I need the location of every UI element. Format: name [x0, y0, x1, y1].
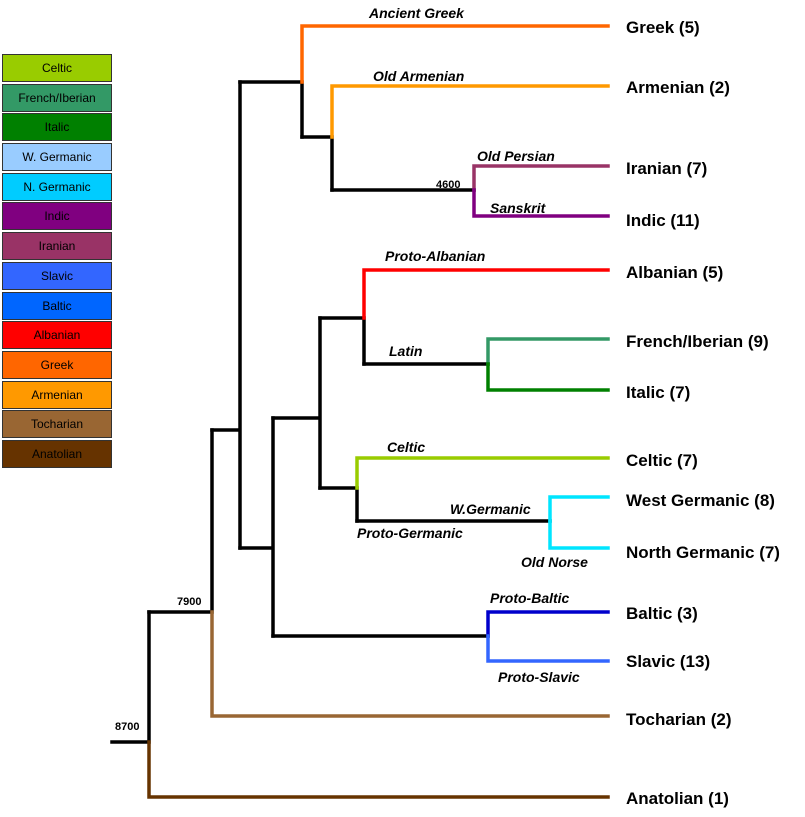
lineage-iranian	[472, 164, 610, 192]
lineage-slavic	[486, 634, 610, 663]
legend-item-albanian: Albanian	[2, 321, 112, 350]
leaf-albanian: Albanian (5)	[626, 263, 723, 282]
leaf-french-iberian: French/Iberian (9)	[626, 332, 769, 351]
leaf-armenian: Armenian (2)	[626, 78, 730, 97]
label-proto-baltic: Proto-Baltic	[490, 590, 570, 606]
label-ancient-greek: Ancient Greek	[368, 5, 465, 21]
branch-greek-arm-indoiran	[238, 80, 304, 139]
lineage-tocharian	[210, 610, 610, 718]
branch-core	[210, 80, 242, 550]
lineage-wgerm	[548, 495, 610, 523]
date-8700: 8700	[115, 721, 139, 733]
branch-celt-germ	[318, 486, 359, 523]
label-proto-germanic: Proto-Germanic	[357, 525, 463, 541]
legend-item-celtic: Celtic	[2, 54, 112, 82]
legend-item-w-germanic: W. Germanic	[2, 143, 112, 172]
lineage-albanian	[362, 268, 610, 320]
branch-alb-ital-celt-germ	[271, 316, 322, 490]
leaf-slavic: Slavic (13)	[626, 652, 710, 671]
legend: Celtic French/Iberian Italic W. Germanic N. …	[2, 54, 114, 468]
legend-item-anatolian: Anatolian	[2, 439, 112, 468]
leaf-italic: Italic (7)	[626, 383, 690, 402]
label-proto-albanian: Proto-Albanian	[385, 248, 485, 264]
branch-arm-indoiran	[300, 135, 334, 192]
label-latin: Latin	[389, 343, 422, 359]
date-7900: 7900	[177, 596, 201, 608]
label-sanskrit: Sanskrit	[490, 200, 547, 216]
legend-item-tocharian: Tocharian	[2, 410, 112, 439]
branch-7900	[147, 428, 214, 614]
leaf-west-germanic: West Germanic (8)	[626, 491, 775, 510]
label-old-persian: Old Persian	[477, 148, 555, 164]
legend-item-iranian: Iranian	[2, 232, 112, 261]
branch-root	[110, 610, 151, 744]
legend-item-n-germanic: N. Germanic	[2, 172, 112, 201]
date-4600: 4600	[436, 179, 460, 191]
lineage-anatolian	[147, 740, 610, 799]
lineage-indic	[472, 188, 610, 218]
lineage-celtic	[355, 456, 610, 490]
lineage-ngerm	[548, 519, 610, 550]
legend-item-italic: Italic	[2, 113, 112, 142]
branch-western	[238, 416, 275, 638]
leaf-baltic: Baltic (3)	[626, 604, 698, 623]
lineage-armenian	[330, 84, 610, 139]
legend-item-indic: Indic	[2, 202, 112, 231]
lineage-italic	[486, 362, 610, 392]
legend-item-slavic: Slavic	[2, 261, 112, 290]
branch-alb-italic	[318, 316, 366, 366]
label-old-armenian: Old Armenian	[373, 68, 464, 84]
legend-item-french-iberian: French/Iberian	[2, 83, 112, 112]
label-proto-slavic: Proto-Slavic	[498, 669, 580, 685]
label-old-norse: Old Norse	[521, 554, 588, 570]
lineage-greek	[300, 24, 610, 84]
leaf-indic: Indic (11)	[626, 211, 700, 230]
label-celtic-branch: Celtic	[387, 439, 425, 455]
legend-item-baltic: Baltic	[2, 291, 112, 320]
lineage-french	[486, 337, 610, 366]
leaf-north-germanic: North Germanic (7)	[626, 543, 780, 562]
leaf-anatolian: Anatolian (1)	[626, 789, 729, 808]
legend-item-armenian: Armenian	[2, 380, 112, 409]
label-w-germanic: W.Germanic	[450, 501, 531, 517]
leaf-greek: Greek (5)	[626, 18, 700, 37]
leaf-celtic: Celtic (7)	[626, 451, 698, 470]
lineage-baltic	[486, 610, 610, 638]
leaf-tocharian: Tocharian (2)	[626, 710, 731, 729]
leaf-iranian: Iranian (7)	[626, 159, 707, 178]
legend-item-greek: Greek	[2, 350, 112, 379]
